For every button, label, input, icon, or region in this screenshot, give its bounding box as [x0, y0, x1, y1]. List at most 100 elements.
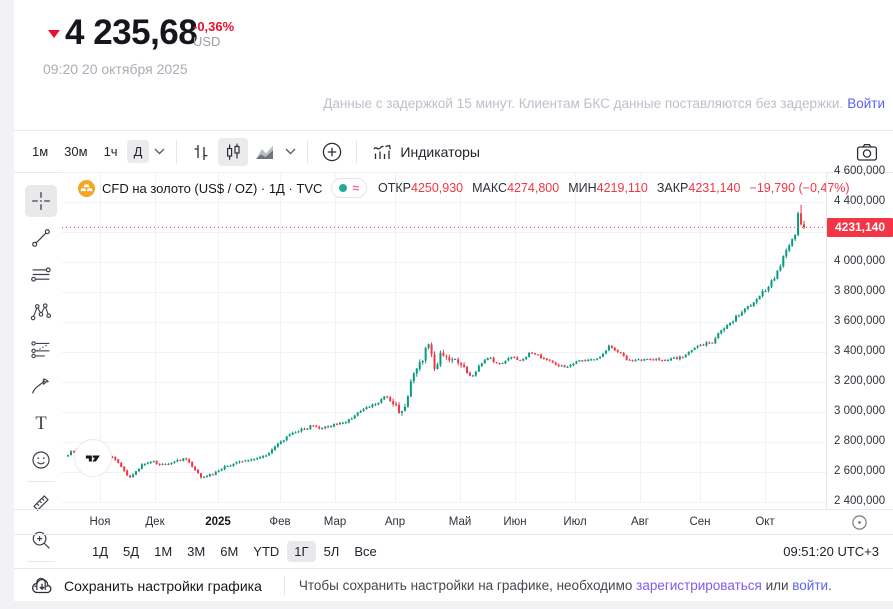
- cloud-download-icon: [31, 578, 52, 593]
- quote-header: 4 235,68 -0,36% USD 09:20 20 октября 202…: [14, 0, 893, 130]
- register-link[interactable]: зарегистрироваться: [636, 578, 762, 593]
- tool-xabcd-pattern-button[interactable]: [25, 296, 57, 328]
- time-axis-label: Окт: [755, 516, 775, 528]
- market-status-pill[interactable]: ≈: [331, 178, 368, 198]
- ohlc-label: МИН: [568, 181, 597, 195]
- scroll-to-realtime-icon[interactable]: [851, 514, 868, 531]
- save-settings-button[interactable]: Сохранить настройки графика: [14, 569, 262, 602]
- tool-projection-button[interactable]: [25, 333, 57, 365]
- save-settings-note: Чтобы сохранить настройки на графике, не…: [299, 578, 832, 593]
- price-change-percent: -0,36%: [193, 19, 235, 34]
- symbol-title[interactable]: CFD на золото (US$ / OZ) · 1Д · TVC: [102, 180, 323, 196]
- time-axis-label: Фев: [269, 516, 291, 528]
- compare-plus-button[interactable]: [317, 138, 347, 166]
- range-button-YTD[interactable]: YTD: [253, 544, 280, 559]
- note-prefix: Чтобы сохранить настройки на графике, не…: [298, 578, 637, 593]
- interval-button-Д[interactable]: Д: [126, 140, 150, 163]
- delay-note-text: Данные с задержкой 15 минут. Клиентам БК…: [323, 96, 844, 111]
- interval-button-30м[interactable]: 30м: [64, 144, 88, 159]
- price-axis-label: 3 400,000: [834, 345, 886, 357]
- tool-emoji-button[interactable]: [25, 444, 57, 476]
- ohlc-item: МИН4219,110: [568, 181, 648, 195]
- trend-line-icon: [28, 225, 54, 251]
- ohlc-item: ОТКР4250,930: [378, 181, 463, 195]
- chart-area[interactable]: CFD на золото (US$ / OZ) · 1Д · TVC ≈ ОТ…: [14, 165, 893, 510]
- price-axis-label: 4 000,000: [834, 255, 886, 267]
- range-button-1Г[interactable]: 1Г: [287, 541, 316, 562]
- price-axis-label: 3 200,000: [834, 375, 886, 387]
- candlestick-plot[interactable]: [62, 172, 826, 510]
- footer-divider: [283, 575, 285, 596]
- range-button-5Д[interactable]: 5Д: [123, 544, 140, 559]
- toolbar-divider: [176, 139, 178, 164]
- tool-parallel-lines-button[interactable]: [25, 259, 57, 291]
- range-button-5Л[interactable]: 5Л: [323, 544, 340, 559]
- price-change-block: -0,36% USD: [193, 19, 234, 49]
- tradingview-logo[interactable]: [74, 439, 112, 477]
- price-down-arrow-icon: [48, 30, 60, 38]
- tradingview-widget: 1м 30м 1ч Д: [14, 130, 893, 601]
- delay-note-row: Данные с задержкой 15 минут. Клиентам БК…: [323, 96, 885, 111]
- range-button-1Д[interactable]: 1Д: [92, 544, 109, 559]
- toolbar-divider: [356, 139, 358, 164]
- range-button-Все[interactable]: Все: [354, 544, 377, 559]
- crosshair-icon: [28, 188, 54, 214]
- chart-type-candles-button[interactable]: [218, 137, 249, 166]
- time-axis-label: Ноя: [89, 516, 111, 528]
- instrument-price: 4 235,68: [65, 13, 198, 52]
- ohlc-item: МАКС4274,800: [472, 181, 559, 195]
- interval-button-1м[interactable]: 1м: [32, 144, 49, 159]
- approx-icon: ≈: [352, 181, 360, 195]
- price-axis-label: 3 000,000: [834, 405, 886, 417]
- brush-icon: [28, 373, 54, 399]
- tool-crosshair-button[interactable]: [25, 185, 57, 217]
- interval-chevron-down-icon[interactable]: [150, 138, 168, 166]
- ohlc-value: 4250,930: [411, 181, 464, 195]
- ohlc-value: 4274,800: [507, 181, 560, 195]
- camera-snapshot-button[interactable]: [853, 139, 881, 165]
- chart-type-area-button[interactable]: [250, 138, 280, 166]
- header-login-link[interactable]: Войти: [847, 96, 885, 111]
- chart-type-chevron-down-icon[interactable]: [281, 138, 299, 166]
- quote-timestamp: 09:20 20 октября 2025: [43, 61, 188, 77]
- interval-button-1ч[interactable]: 1ч: [103, 144, 118, 159]
- range-button-6М[interactable]: 6М: [220, 544, 239, 559]
- legend-change: −19,790 (−0,47%): [749, 181, 850, 195]
- time-axis-label: Май: [448, 516, 472, 528]
- range-group: 1Д 5Д 1М 3М 6М YTD 1Г 5Л Все: [85, 541, 385, 562]
- interval-group: 1м 30м 1ч Д: [24, 140, 150, 163]
- price-axis-label: 2 800,000: [834, 435, 886, 447]
- price-axis-label: 3 800,000: [834, 285, 886, 297]
- indicators-button[interactable]: Индикаторы: [365, 138, 486, 166]
- time-axis[interactable]: Ноя Дек 2025 Фев Мар Апр Май Июн Июл Авг Сен Окт: [14, 509, 893, 534]
- projection-icon: [28, 336, 54, 362]
- ohlc-value: 4219,110: [596, 181, 648, 195]
- time-axis-label: Апр: [384, 516, 406, 528]
- time-axis-label: Июл: [563, 516, 587, 528]
- tool-trend-line-button[interactable]: [25, 222, 57, 254]
- price-axis-label: 3 600,000: [834, 315, 886, 327]
- note-middle: или: [761, 578, 793, 593]
- tool-zoom-in-button[interactable]: [25, 524, 57, 556]
- ruler-icon: [28, 490, 54, 516]
- time-axis-label: 2025: [205, 516, 231, 528]
- xabcd-pattern-icon: [28, 299, 54, 325]
- toolbar-divider: [307, 139, 309, 164]
- emoji-icon: [28, 447, 54, 473]
- footer-login-link[interactable]: войти: [792, 578, 829, 593]
- indicators-label: Индикаторы: [400, 143, 480, 160]
- note-suffix: .: [828, 578, 832, 593]
- tool-brush-button[interactable]: [25, 370, 57, 402]
- range-button-3М[interactable]: 3М: [187, 544, 206, 559]
- save-settings-bar: Сохранить настройки графика Чтобы сохран…: [14, 568, 893, 602]
- gold-symbol-icon: [78, 179, 95, 197]
- time-axis-label: Мар: [323, 516, 347, 528]
- tool-ruler-button[interactable]: [25, 487, 57, 519]
- chart-toolbar: 1м 30м 1ч Д: [14, 131, 893, 173]
- ohlc-label: МАКС: [472, 181, 508, 195]
- range-button-1М[interactable]: 1М: [154, 544, 173, 559]
- chart-type-bars-button[interactable]: [186, 138, 216, 166]
- tool-text-button[interactable]: T: [25, 407, 57, 439]
- range-selector-bar: 1Д 5Д 1М 3М 6М YTD 1Г 5Л Все 09:51:20 UTC+3: [14, 534, 893, 568]
